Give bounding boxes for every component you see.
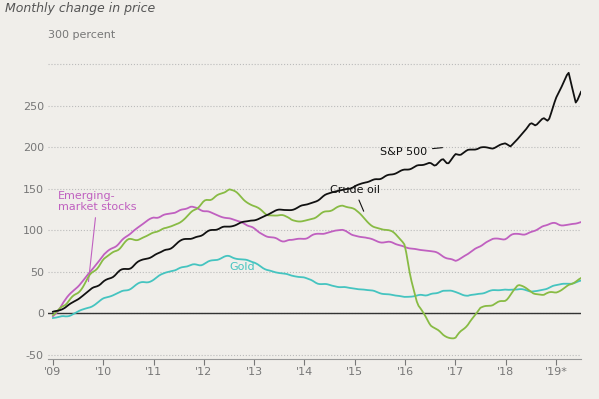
Text: 300 percent: 300 percent [48, 30, 115, 40]
Text: Emerging-
market stocks: Emerging- market stocks [58, 191, 137, 282]
Text: Crude oil: Crude oil [329, 185, 380, 211]
Text: Gold: Gold [229, 262, 255, 272]
Text: S&P 500: S&P 500 [380, 146, 443, 156]
Text: Monthly change in price: Monthly change in price [5, 2, 156, 15]
